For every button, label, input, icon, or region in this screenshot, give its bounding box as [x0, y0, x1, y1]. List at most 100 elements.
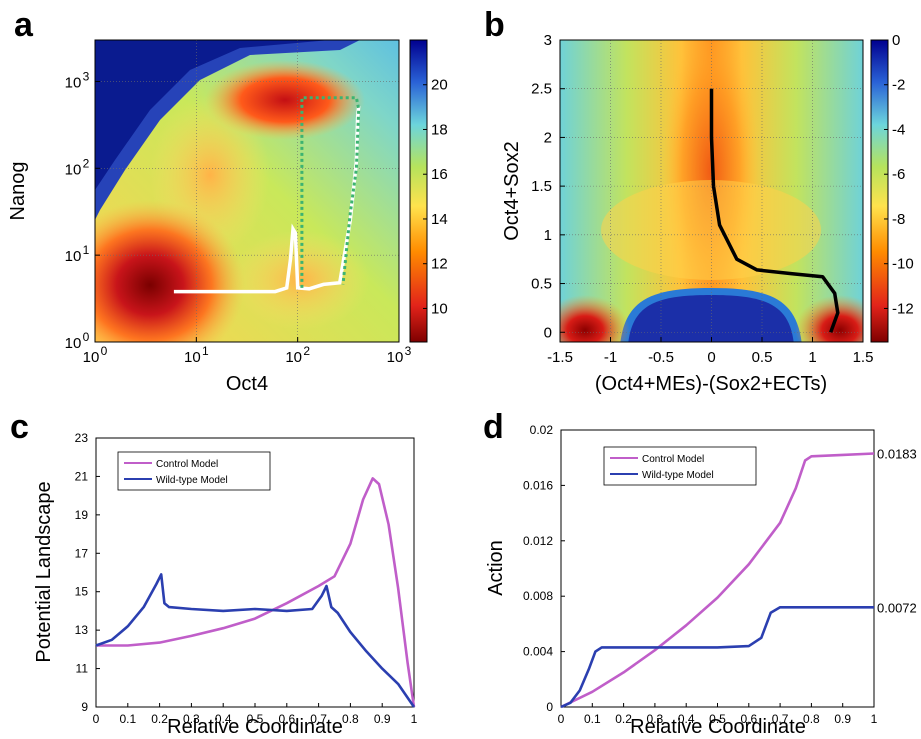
tick-label-y: 2 — [544, 129, 552, 146]
tick-label-x: 0.9 — [834, 712, 851, 726]
heatmap-b-basin-left — [560, 295, 630, 342]
tick-label-y: 10 — [65, 335, 82, 352]
panel-c: c 0 0.1 0.2 0.3 0.4 0.5 0.6 0.7 0.8 0.9 1911131517… — [10, 408, 418, 738]
ylabel-c: Potential Landscape — [33, 481, 55, 662]
ylabel-d: Action — [485, 540, 507, 596]
ylabel-b: Oct4+Sox2 — [501, 141, 523, 241]
series-line-wildtype — [95, 573, 416, 708]
colorbar-a-tick-label: 18 — [431, 121, 448, 138]
heatmap-a — [95, 40, 399, 342]
tick-label-x: 0.2 — [615, 712, 632, 726]
legend-c-box — [117, 451, 271, 491]
ticks-b: -1.5 -1 -0.5 0 0.5 1 1.5 0 0.5 1 1.5 2 2.5 3 — [531, 32, 873, 366]
colorbar-a-tick-label: 14 — [431, 211, 448, 228]
axes-frame-a — [94, 39, 400, 343]
panel-a: a 10 0 10 1 10 2 10 310 010 110 210 3 Oct4 Nanog 10… — [7, 6, 448, 395]
colorbar-a-tick-label: 20 — [431, 77, 448, 94]
tick-label-x: 10 — [285, 349, 302, 366]
tick-label-x: 0.7 — [772, 712, 789, 726]
colorbar-a-ticks: 10 12 14 16 18 20 — [423, 77, 448, 317]
tick-label-y: 3 — [544, 32, 552, 49]
tick-label-x: 0.8 — [803, 712, 820, 726]
tick-label-x: 10 — [184, 349, 201, 366]
ticks-d: 0 0.1 0.2 0.3 0.4 0.5 0.6 0.7 0.8 0.9 1 0 0.004 0.008… — [523, 423, 878, 726]
tick-exp-x: 3 — [405, 344, 412, 358]
tick-label-x: 0.3 — [183, 712, 200, 726]
colorbar-b-ticks: 0 -2 -4 -6 -8 -10 -12 — [884, 32, 914, 317]
tick-label-x: 0.1 — [119, 712, 136, 726]
ylabel-a: Nanog — [7, 162, 29, 221]
tick-label-x: 0.4 — [215, 712, 232, 726]
tick-label-y: 17 — [75, 546, 89, 560]
xlabel-d: Relative Coordinate — [630, 716, 806, 738]
colorbar-b-tick-label: -12 — [892, 300, 914, 317]
tick-label-y: 19 — [75, 508, 89, 522]
end-label-wildtype: 0.0072 — [877, 600, 917, 615]
xlabel-b: (Oct4+MEs)-(Sox2+ECTs) — [595, 373, 827, 395]
colorbar-b-tick-label: -2 — [892, 77, 905, 94]
colorbar-b-tick-label: -6 — [892, 166, 905, 183]
tick-exp-y: 1 — [83, 243, 90, 257]
tick-label-x: 0.5 — [752, 349, 773, 366]
heatmap-b — [560, 40, 863, 342]
tick-label-y: 0.02 — [530, 423, 554, 437]
colorbar-b-tick-label: -8 — [892, 211, 905, 228]
xlabel-a: Oct4 — [226, 373, 268, 395]
colorbar-a-tick-label: 16 — [431, 166, 448, 183]
tick-label-y: 0.004 — [523, 645, 553, 659]
tick-label-x: 0.5 — [709, 712, 726, 726]
heatmap-b-basin-right — [795, 295, 863, 342]
tick-label-y: 1 — [544, 227, 552, 244]
heatmap-a-basin-top — [205, 60, 365, 140]
tick-label-x: 0.2 — [151, 712, 168, 726]
tick-label-x: 0.6 — [278, 712, 295, 726]
tick-label-x: 0.5 — [247, 712, 264, 726]
heatmap-a-warm-lower — [230, 230, 370, 330]
ticks-a: 10 0 10 1 10 2 10 310 010 110 210 3 — [65, 69, 412, 366]
tick-label-x: 0 — [707, 349, 715, 366]
tick-label-x: 0 — [93, 712, 100, 726]
tick-label-y: 0.5 — [531, 276, 552, 293]
tick-label-x: 1 — [411, 712, 418, 726]
colorbar-b — [870, 39, 889, 343]
tick-label-y: 10 — [65, 161, 82, 178]
tick-label-y: 0.012 — [523, 534, 553, 548]
tick-label-x: 0.8 — [342, 712, 359, 726]
panel-letter-b: b — [484, 6, 505, 44]
tick-label-y: 0 — [544, 324, 552, 341]
tick-label-y: 1.5 — [531, 178, 552, 195]
tick-label-y: 0 — [546, 700, 553, 714]
series-c — [95, 477, 416, 708]
legend-d-box — [603, 446, 757, 486]
trajectory-b — [709, 88, 840, 333]
tick-label-x: 0.3 — [647, 712, 664, 726]
tick-label-x: 1.5 — [853, 349, 874, 366]
grid-a — [95, 40, 399, 342]
tick-label-x: 1 — [871, 712, 878, 726]
tick-label-y: 23 — [75, 431, 89, 445]
tick-label-x: 1 — [808, 349, 816, 366]
tick-label-y: 15 — [75, 585, 89, 599]
colorbar-b-tick-label: -4 — [892, 121, 905, 138]
tick-label-x: 0.7 — [310, 712, 327, 726]
tick-label-y: 0.008 — [523, 589, 553, 603]
tick-label-y: 13 — [75, 623, 89, 637]
legend-d: Control Model Wild-type Model — [603, 446, 757, 486]
legend-d-label-control: Control Model — [642, 454, 704, 465]
tick-label-x: -1 — [604, 349, 617, 366]
panel-letter-c: c — [10, 408, 29, 446]
panel-letter-a: a — [14, 6, 34, 44]
ticks-c: 0 0.1 0.2 0.3 0.4 0.5 0.6 0.7 0.8 0.9 191113151719… — [75, 431, 418, 726]
panel-b: b -1.5 -1 -0.5 0 0.5 1 1.5 0 0.5 1 1.5 2 2.5 3 (Oct4+… — [484, 6, 914, 395]
grid-b — [560, 40, 863, 342]
colorbar-b-tick-label: 0 — [892, 32, 900, 49]
series-line-control — [96, 477, 416, 708]
tick-exp-y: 0 — [83, 330, 90, 344]
heatmap-b-band — [601, 180, 821, 280]
end-label-control: 0.0183 — [877, 447, 917, 462]
series-line-control — [560, 452, 875, 709]
legend-c: Control Model Wild-type Model — [117, 451, 271, 491]
tick-label-x: 0.4 — [678, 712, 695, 726]
panel-letter-d: d — [483, 408, 504, 446]
